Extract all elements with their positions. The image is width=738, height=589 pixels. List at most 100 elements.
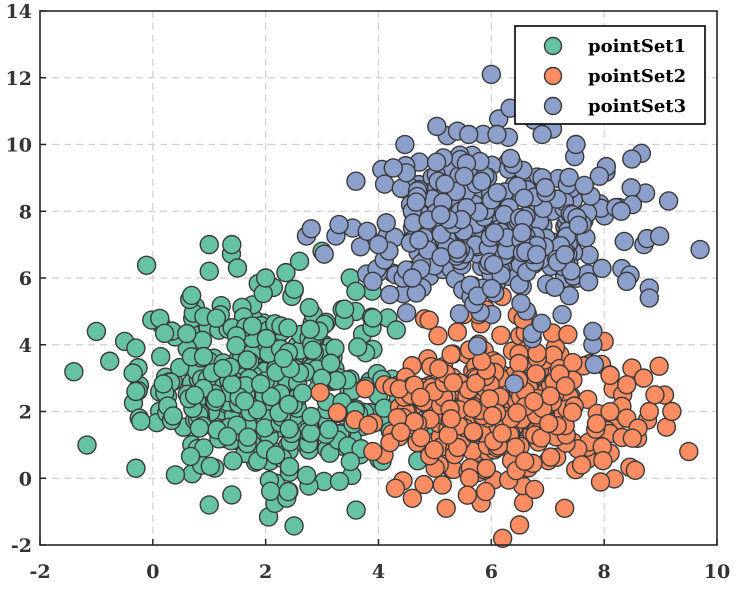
data-point [590, 472, 611, 492]
data-point [131, 411, 151, 431]
data-point [436, 498, 456, 518]
data-point [662, 401, 682, 422]
data-point [467, 336, 488, 356]
data-point [217, 426, 238, 447]
data-point [621, 178, 641, 198]
data-point [363, 441, 383, 462]
data-point [479, 389, 500, 409]
data-point [583, 321, 603, 342]
data-point [527, 244, 547, 265]
data-point [199, 234, 219, 255]
data-point [383, 158, 403, 178]
data-point [346, 171, 366, 191]
data-point [584, 354, 605, 375]
x-tick-label: 8 [598, 561, 611, 583]
data-point [153, 374, 173, 394]
legend-label: pointSet1 [588, 36, 686, 57]
data-point [368, 234, 389, 255]
data-point [500, 148, 521, 169]
legend-marker [543, 96, 563, 116]
data-point [255, 268, 276, 288]
data-point [222, 234, 242, 255]
data-point [189, 418, 210, 438]
data-point [589, 166, 610, 186]
data-point [504, 374, 524, 394]
data-point [363, 271, 383, 292]
data-point [447, 322, 468, 342]
data-point [284, 279, 304, 299]
data-point [391, 422, 411, 442]
data-point [402, 488, 423, 508]
data-point [301, 423, 321, 443]
data-point [526, 364, 546, 384]
data-point [238, 427, 258, 447]
y-tick-label: 0 [19, 468, 32, 490]
x-tick-label: -2 [29, 561, 50, 583]
data-point [514, 188, 534, 208]
data-point [206, 388, 227, 409]
data-point [419, 310, 439, 330]
y-tick-label: -2 [11, 535, 32, 557]
data-point [235, 391, 255, 411]
data-point [512, 223, 532, 243]
data-point [279, 457, 300, 477]
x-tick-label: 6 [485, 561, 498, 583]
data-point [199, 261, 219, 282]
data-point [300, 319, 320, 340]
data-point [181, 285, 202, 306]
data-point [284, 516, 304, 536]
data-point [428, 326, 448, 346]
points-layer [64, 64, 710, 549]
data-point [476, 458, 497, 479]
data-point [429, 358, 449, 379]
data-point [206, 308, 227, 328]
data-point [226, 335, 246, 356]
axis-ticks: -2 0 2 4 6 8 10 -2 0 2 4 6 8 10 12 14 [6, 1, 731, 583]
data-point [278, 318, 298, 338]
data-point [509, 353, 529, 374]
legend: pointSet1 pointSet2 pointSet3 [514, 25, 706, 125]
data-point [184, 385, 205, 406]
data-point [265, 445, 286, 465]
data-point [535, 177, 555, 198]
data-point [487, 124, 507, 145]
data-point [426, 152, 447, 172]
data-point [77, 435, 97, 455]
data-point [163, 406, 183, 426]
data-point [457, 485, 478, 505]
data-point [524, 479, 545, 500]
data-point [395, 134, 415, 155]
data-point [431, 205, 451, 225]
data-point [310, 382, 330, 403]
data-point [256, 328, 277, 349]
data-point [358, 415, 379, 435]
legend-label: pointSet3 [588, 96, 686, 117]
data-point [555, 376, 576, 396]
data-point [481, 278, 502, 299]
data-point [559, 167, 579, 188]
data-point [481, 64, 502, 85]
data-point [402, 268, 423, 288]
data-point [314, 244, 334, 264]
data-point [459, 124, 479, 145]
data-point [617, 375, 637, 395]
data-point [462, 398, 483, 419]
data-point [260, 481, 281, 501]
data-point [639, 288, 659, 308]
data-point [471, 171, 492, 192]
data-point [449, 304, 470, 324]
data-point [200, 456, 221, 476]
data-point [348, 337, 368, 357]
data-point [242, 316, 263, 336]
data-point [524, 391, 544, 412]
data-point [574, 175, 595, 196]
data-point [223, 451, 243, 471]
data-point [622, 428, 643, 448]
data-point [466, 373, 486, 393]
y-tick-label: 12 [6, 68, 32, 90]
data-point [261, 387, 281, 407]
data-point [649, 356, 669, 376]
data-point [441, 344, 461, 365]
